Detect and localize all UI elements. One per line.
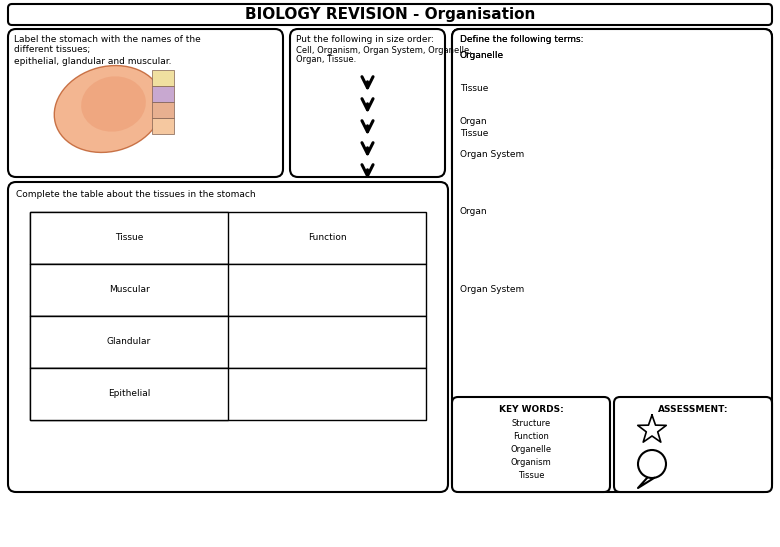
Text: Organelle: Organelle: [460, 51, 504, 60]
FancyBboxPatch shape: [614, 397, 772, 492]
Text: Organ System: Organ System: [460, 150, 524, 159]
Text: Cell, Organism, Organ System, Organelle,: Cell, Organism, Organ System, Organelle,: [296, 46, 472, 55]
Bar: [151, 70, 173, 86]
Text: Epithelial: Epithelial: [108, 389, 151, 399]
Ellipse shape: [55, 66, 163, 153]
Polygon shape: [638, 478, 654, 488]
Text: Define the following terms:: Define the following terms:: [460, 35, 583, 44]
FancyBboxPatch shape: [290, 29, 445, 177]
Text: Organism: Organism: [511, 458, 551, 467]
Circle shape: [638, 450, 666, 478]
Text: KEY WORDS:: KEY WORDS:: [498, 405, 563, 414]
Text: Organ: Organ: [460, 207, 488, 216]
Text: Tissue: Tissue: [115, 234, 144, 242]
Text: Tissue: Tissue: [518, 471, 544, 480]
Bar: [30, 264, 228, 316]
Text: Function: Function: [513, 432, 549, 441]
Bar: [30, 368, 228, 420]
FancyBboxPatch shape: [8, 182, 448, 492]
Text: BIOLOGY REVISION - Organisation: BIOLOGY REVISION - Organisation: [245, 7, 535, 22]
Text: Organ: Organ: [460, 117, 488, 126]
Text: Structure: Structure: [512, 419, 551, 428]
Text: Glandular: Glandular: [107, 337, 151, 346]
Bar: [30, 212, 228, 264]
Bar: [30, 316, 426, 368]
Text: Organ System: Organ System: [460, 285, 524, 294]
Text: Define the following terms:: Define the following terms:: [460, 35, 583, 44]
Text: Organ, Tissue.: Organ, Tissue.: [296, 55, 356, 64]
Text: different tissues;: different tissues;: [14, 45, 90, 54]
Text: epithelial, glandular and muscular.: epithelial, glandular and muscular.: [14, 57, 172, 66]
Text: Complete the table about the tissues in the stomach: Complete the table about the tissues in …: [16, 190, 256, 199]
Text: Organelle: Organelle: [510, 445, 551, 454]
Bar: [151, 86, 173, 102]
FancyBboxPatch shape: [452, 29, 772, 177]
FancyBboxPatch shape: [452, 397, 610, 492]
Bar: [30, 316, 228, 368]
FancyBboxPatch shape: [8, 29, 283, 177]
Bar: [151, 118, 173, 134]
Text: Function: Function: [307, 234, 346, 242]
Text: ASSESSMENT:: ASSESSMENT:: [658, 405, 729, 414]
FancyBboxPatch shape: [452, 29, 772, 492]
Bar: [151, 102, 173, 118]
Bar: [30, 264, 426, 316]
Text: Organelle: Organelle: [460, 51, 504, 60]
Ellipse shape: [81, 77, 146, 132]
Text: Muscular: Muscular: [108, 286, 150, 294]
Text: Tissue: Tissue: [460, 84, 488, 93]
Bar: [30, 368, 426, 420]
Text: Label the stomach with the names of the: Label the stomach with the names of the: [14, 35, 200, 44]
Bar: [30, 212, 426, 264]
Text: Put the following in size order:: Put the following in size order:: [296, 35, 434, 44]
Text: Tissue: Tissue: [460, 129, 488, 138]
FancyBboxPatch shape: [8, 4, 772, 25]
